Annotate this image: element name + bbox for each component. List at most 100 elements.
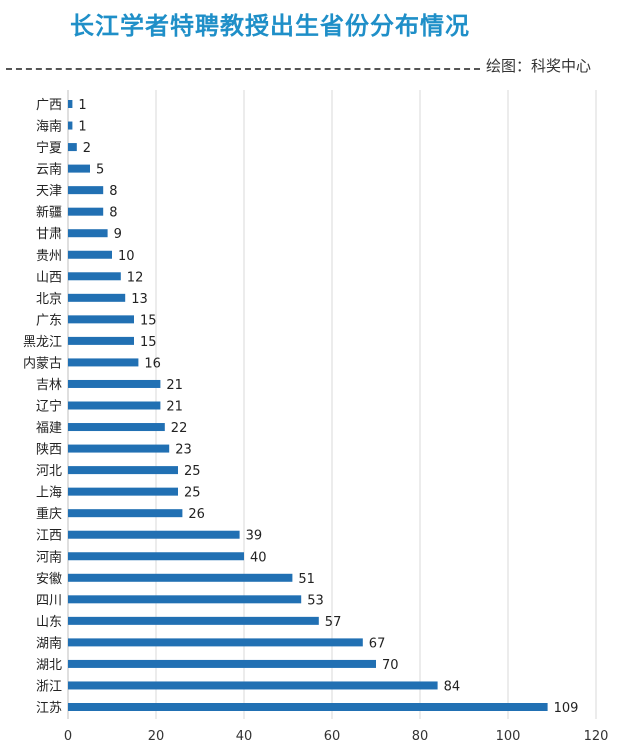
bar bbox=[68, 530, 240, 539]
value-label: 16 bbox=[144, 356, 161, 371]
value-label: 21 bbox=[166, 400, 183, 415]
category-label: 浙江 bbox=[36, 679, 62, 694]
value-label: 21 bbox=[166, 378, 183, 393]
category-label: 福建 bbox=[36, 421, 62, 436]
bar bbox=[68, 681, 438, 690]
title-divider bbox=[6, 68, 480, 70]
category-label: 安徽 bbox=[36, 572, 62, 587]
value-label: 84 bbox=[444, 679, 461, 694]
category-label: 重庆 bbox=[36, 506, 62, 522]
bar bbox=[68, 250, 112, 259]
category-label: 湖南 bbox=[36, 635, 62, 651]
bar bbox=[68, 552, 244, 561]
bar bbox=[68, 143, 77, 152]
value-label: 51 bbox=[298, 572, 315, 587]
category-label: 上海 bbox=[36, 486, 62, 501]
value-label: 25 bbox=[184, 464, 201, 479]
x-tick-label: 120 bbox=[584, 729, 609, 744]
value-label: 5 bbox=[96, 163, 104, 178]
x-tick-label: 0 bbox=[64, 729, 72, 744]
value-label: 22 bbox=[171, 421, 188, 436]
value-label: 15 bbox=[140, 335, 157, 350]
category-label: 新疆 bbox=[36, 205, 62, 221]
bar bbox=[68, 121, 73, 130]
bar bbox=[68, 315, 134, 324]
bar bbox=[68, 659, 376, 668]
bar bbox=[68, 229, 108, 238]
category-label: 湖北 bbox=[36, 658, 62, 673]
category-label: 天津 bbox=[36, 184, 62, 199]
category-label: 甘肃 bbox=[36, 227, 62, 242]
category-label: 山东 bbox=[36, 615, 62, 630]
category-label: 宁夏 bbox=[36, 140, 62, 156]
category-label: 陕西 bbox=[36, 443, 62, 458]
category-label: 广东 bbox=[36, 313, 62, 328]
category-label: 山西 bbox=[36, 270, 62, 285]
value-label: 2 bbox=[83, 141, 91, 156]
value-label: 1 bbox=[78, 98, 86, 113]
chart-credit: 绘图：科奖中心 bbox=[486, 57, 592, 75]
bar bbox=[68, 207, 104, 216]
value-label: 10 bbox=[118, 249, 135, 264]
bar bbox=[68, 358, 139, 367]
value-label: 8 bbox=[109, 184, 117, 199]
category-labels: 广西海南宁夏云南天津新疆甘肃贵州山西北京广东黑龙江内蒙古吉林辽宁福建陕西河北上海… bbox=[23, 98, 62, 716]
bar bbox=[68, 573, 293, 582]
chart-title: 长江学者特聘教授出生省份分布情况 bbox=[70, 12, 470, 40]
bar bbox=[68, 638, 363, 647]
value-label: 12 bbox=[127, 270, 144, 285]
category-label: 贵州 bbox=[36, 249, 62, 264]
bar bbox=[68, 272, 121, 281]
category-label: 内蒙古 bbox=[23, 355, 62, 371]
value-label: 1 bbox=[78, 120, 86, 135]
value-label: 25 bbox=[184, 486, 201, 501]
value-label: 53 bbox=[307, 593, 324, 608]
value-label: 8 bbox=[109, 206, 117, 221]
bar bbox=[68, 186, 104, 195]
category-label: 四川 bbox=[36, 593, 62, 608]
category-label: 云南 bbox=[36, 162, 62, 178]
category-label: 河北 bbox=[36, 464, 62, 479]
bar bbox=[68, 379, 161, 388]
x-tick-label: 40 bbox=[236, 729, 253, 744]
bar bbox=[68, 336, 134, 345]
category-label: 黑龙江 bbox=[23, 335, 62, 350]
bar bbox=[68, 487, 178, 496]
value-label: 9 bbox=[114, 227, 122, 242]
value-label: 70 bbox=[382, 658, 399, 673]
x-tick-label: 60 bbox=[324, 729, 341, 744]
category-label: 江西 bbox=[36, 529, 62, 544]
value-label: 109 bbox=[554, 701, 579, 716]
bars bbox=[68, 100, 548, 711]
bar bbox=[68, 100, 73, 108]
value-label: 15 bbox=[140, 313, 157, 328]
bar bbox=[68, 703, 548, 711]
category-label: 江苏 bbox=[36, 700, 62, 716]
value-labels: 1125889101213151516212122232525263940515… bbox=[78, 98, 578, 716]
category-label: 河南 bbox=[36, 549, 62, 565]
x-tick-labels: 0 20 40 60 80 100 120 bbox=[64, 729, 609, 744]
value-label: 13 bbox=[131, 292, 148, 307]
category-label: 海南 bbox=[36, 119, 62, 135]
bar bbox=[68, 616, 319, 625]
category-label: 北京 bbox=[36, 292, 62, 307]
value-label: 39 bbox=[246, 529, 263, 544]
bar bbox=[68, 293, 126, 302]
category-label: 辽宁 bbox=[36, 399, 62, 415]
x-tick-label: 100 bbox=[496, 729, 521, 744]
bar bbox=[68, 466, 178, 475]
value-label: 40 bbox=[250, 550, 267, 565]
value-label: 26 bbox=[188, 507, 205, 522]
bar bbox=[68, 423, 165, 432]
bar bbox=[68, 595, 302, 604]
bar bbox=[68, 401, 161, 410]
bar bbox=[68, 444, 170, 453]
bar bbox=[68, 164, 90, 173]
category-label: 吉林 bbox=[36, 378, 62, 393]
x-tick-label: 80 bbox=[412, 729, 429, 744]
x-tick-label: 20 bbox=[148, 729, 165, 744]
category-label: 广西 bbox=[36, 98, 62, 113]
value-label: 23 bbox=[175, 443, 192, 458]
value-label: 67 bbox=[369, 636, 386, 651]
